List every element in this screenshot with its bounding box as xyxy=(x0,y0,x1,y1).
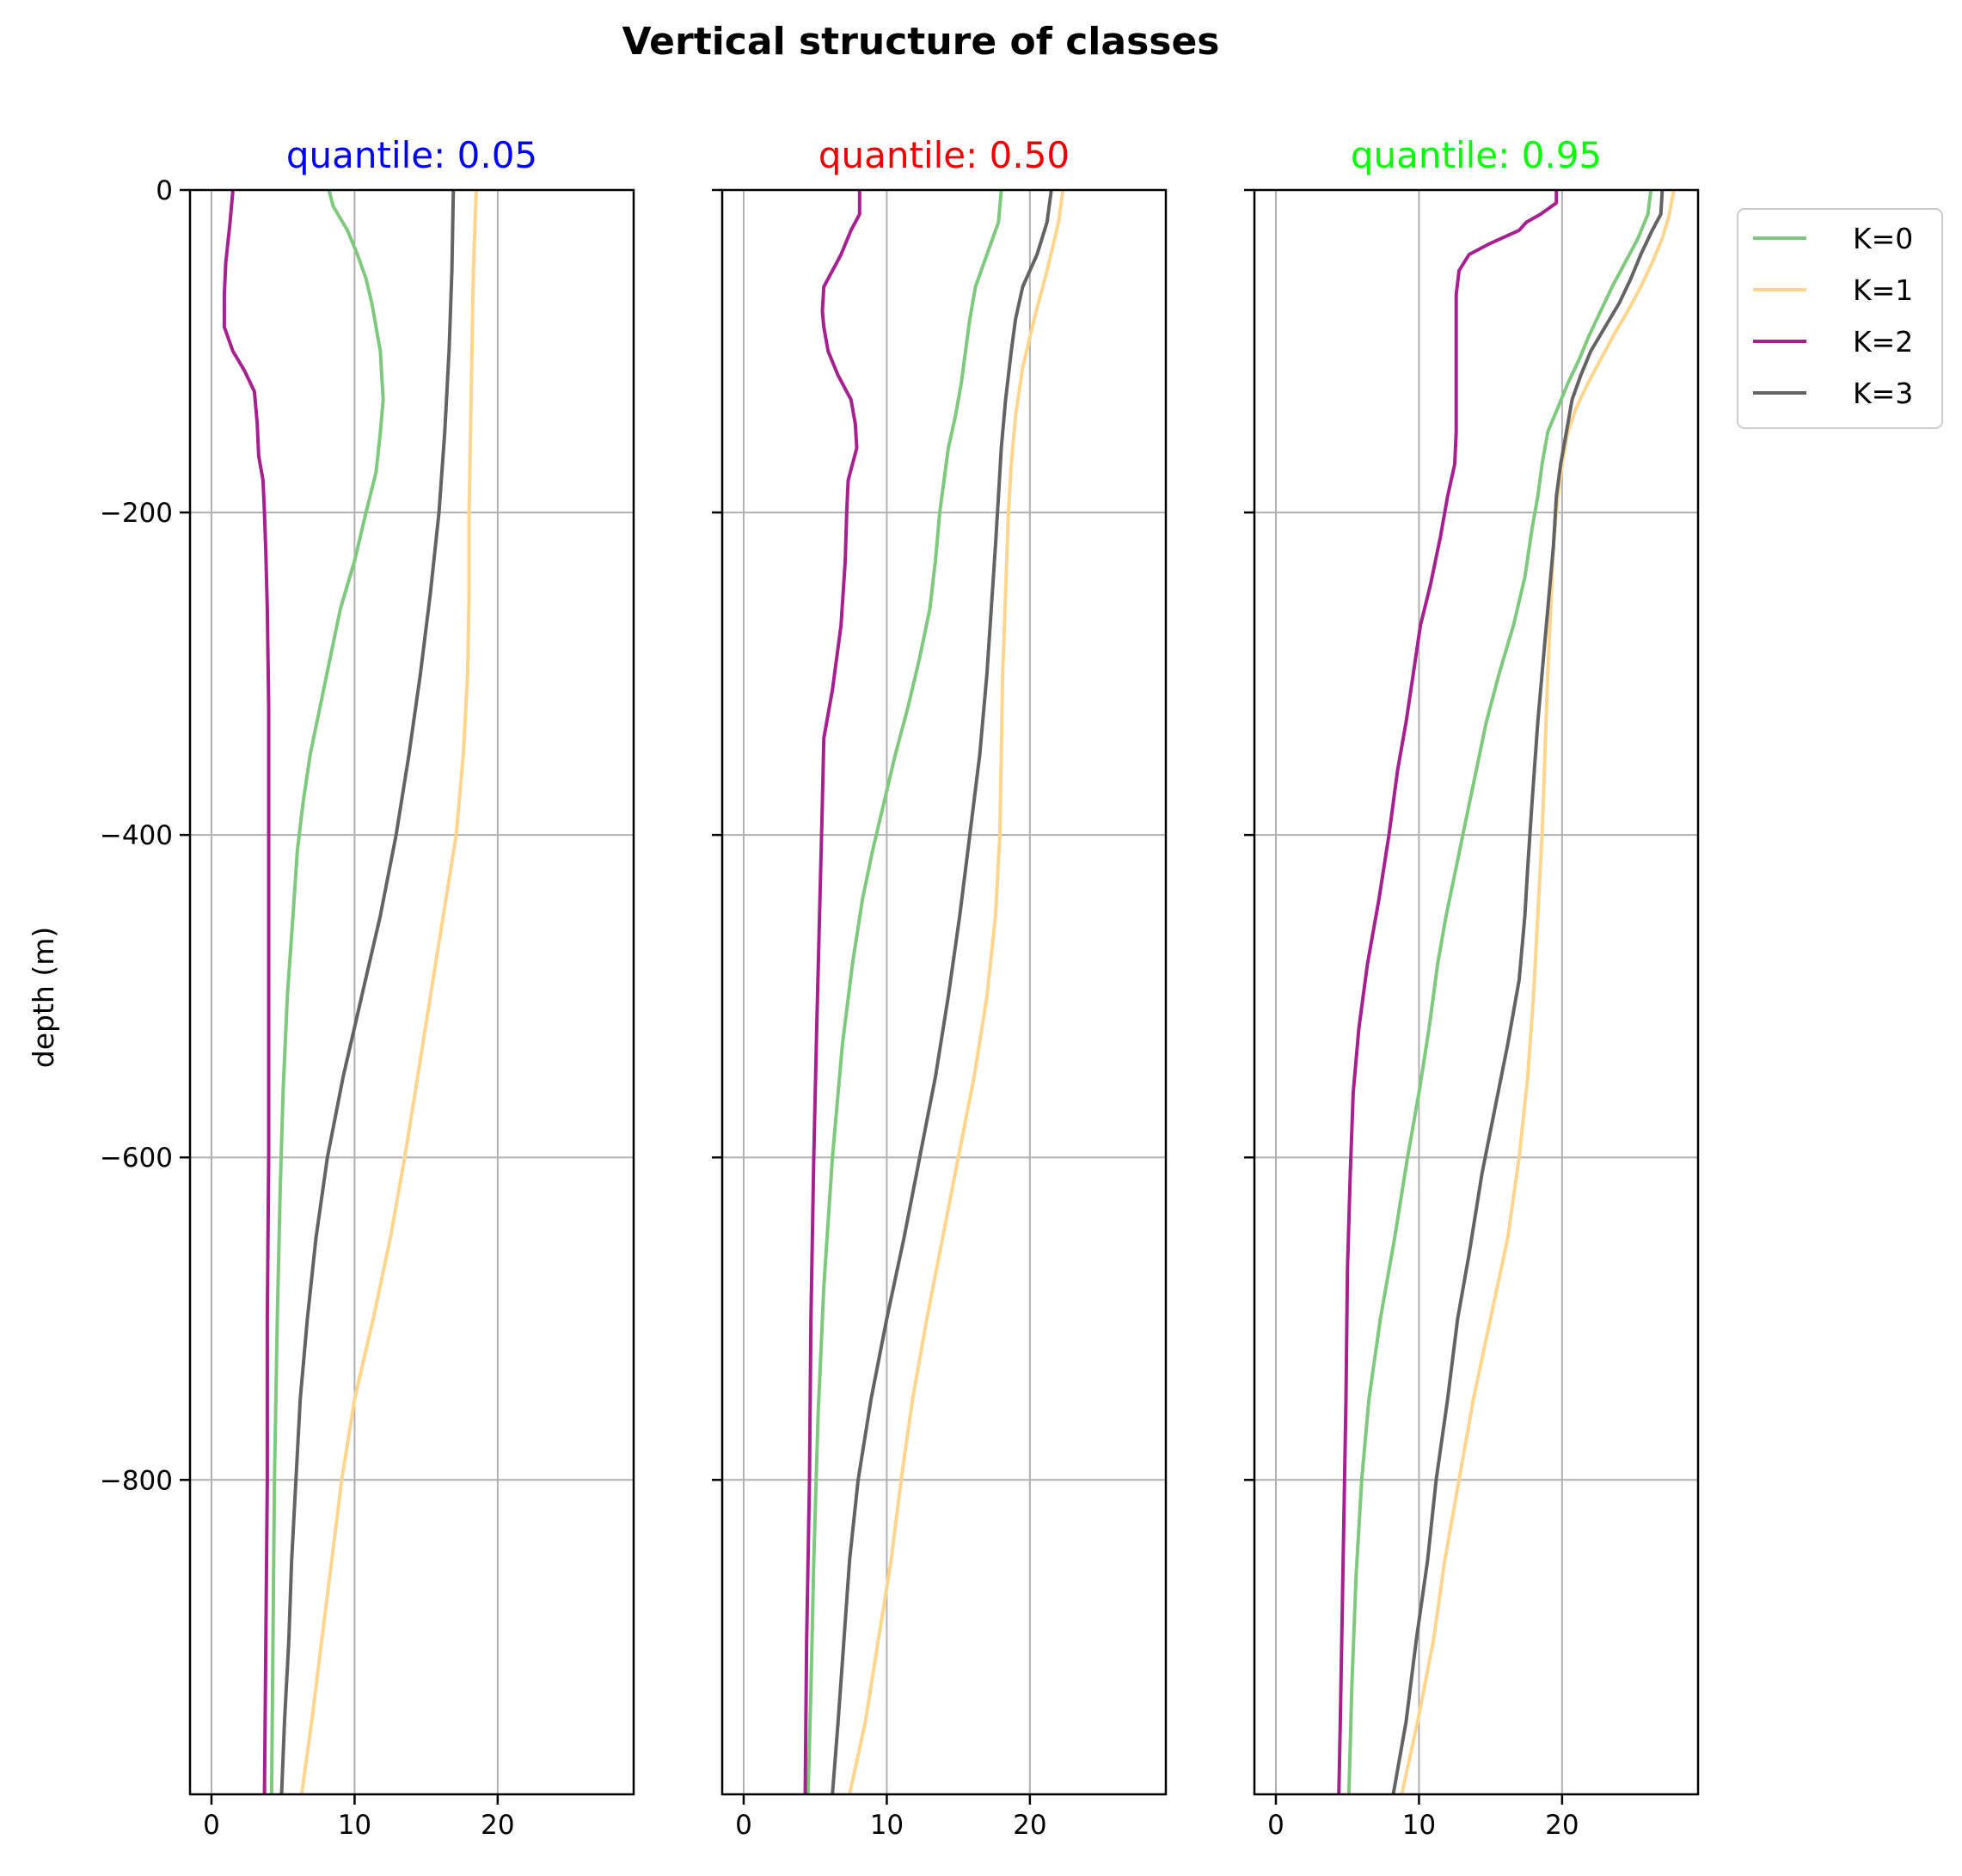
x-tick-label: 10 xyxy=(870,1810,904,1841)
series-line-k2 xyxy=(1337,190,1559,1794)
x-tick-label: 0 xyxy=(203,1810,220,1841)
series-line-k2 xyxy=(803,190,861,1794)
legend-label: K=2 xyxy=(1853,325,1913,359)
series-line-k0 xyxy=(1346,190,1653,1794)
series-line-k0 xyxy=(806,190,1003,1794)
series-line-k3 xyxy=(1391,190,1665,1794)
x-tick-label: 0 xyxy=(735,1810,752,1841)
y-tick-label: −600 xyxy=(100,1143,173,1174)
plot-frame xyxy=(720,188,1168,1796)
x-tick-label: 0 xyxy=(1267,1810,1284,1841)
y-axis-label: depth (m) xyxy=(27,927,60,1068)
x-tick-label: 20 xyxy=(481,1810,514,1841)
legend-label: K=0 xyxy=(1853,222,1913,255)
panels: 0 10 20 0 −200 −400 −600 −800 quantile: 0.05 0 10 2… xyxy=(100,134,1700,1841)
y-tick-label: −800 xyxy=(100,1465,173,1496)
y-tick-label: −200 xyxy=(100,498,173,529)
series-line-k1 xyxy=(299,190,478,1794)
legend-label: K=3 xyxy=(1853,377,1913,410)
legend-box xyxy=(1737,208,1943,429)
x-tick-label: 20 xyxy=(1545,1810,1579,1841)
x-tick-label: 10 xyxy=(1402,1810,1436,1841)
plot-frame xyxy=(188,188,635,1796)
plot-frame xyxy=(1253,188,1700,1796)
legend: K=0 K=1 K=2 K=3 xyxy=(1737,208,1943,429)
y-tick-label: 0 xyxy=(156,175,173,206)
series-line-k1 xyxy=(848,190,1065,1794)
series-line-k3 xyxy=(279,190,456,1794)
panel-title: quantile: 0.95 xyxy=(1351,134,1602,176)
x-tick-label: 20 xyxy=(1013,1810,1046,1841)
panel-0: 0 10 20 0 −200 −400 −600 −800 quantile: 0.05 xyxy=(100,134,635,1841)
x-tick-label: 10 xyxy=(338,1810,371,1841)
panel-1: 0 10 20 quantile: 0.50 xyxy=(712,134,1168,1841)
panel-title: quantile: 0.50 xyxy=(819,134,1070,176)
series-line-k1 xyxy=(1400,190,1676,1794)
legend-label: K=1 xyxy=(1853,273,1913,307)
panel-2: 0 10 20 quantile: 0.95 xyxy=(1244,134,1700,1841)
figure-title: Vertical structure of classes xyxy=(622,20,1220,64)
series-line-k0 xyxy=(269,190,385,1794)
panel-title: quantile: 0.05 xyxy=(286,134,537,176)
y-tick-label: −400 xyxy=(100,820,173,851)
series-line-k2 xyxy=(222,190,271,1794)
series-line-k3 xyxy=(831,190,1053,1794)
